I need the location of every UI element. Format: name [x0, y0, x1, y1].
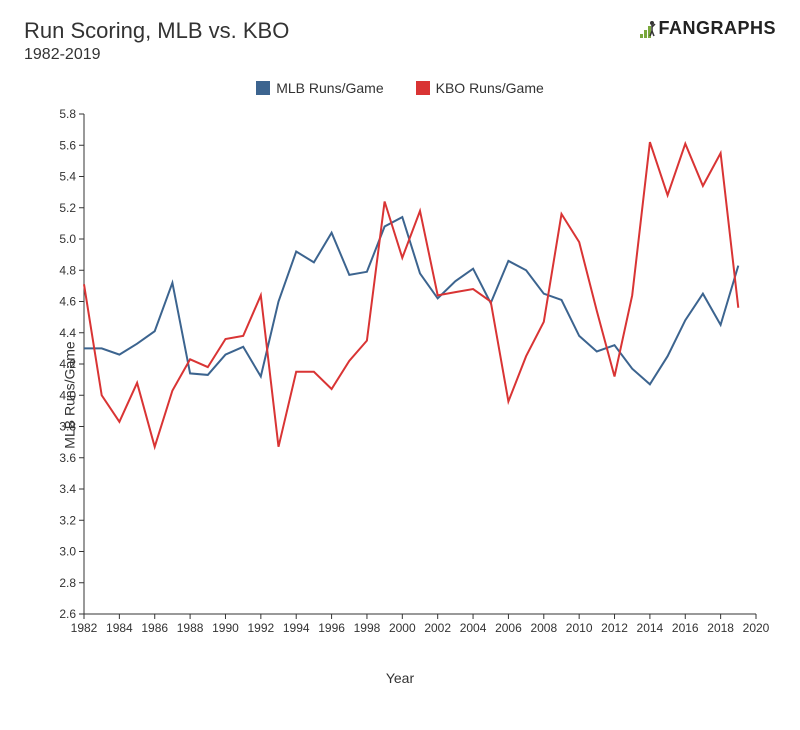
svg-text:1996: 1996 — [318, 621, 345, 635]
series-mlb-runs-game — [84, 217, 738, 384]
legend-item-kbo: KBO Runs/Game — [416, 80, 544, 96]
svg-text:2014: 2014 — [637, 621, 664, 635]
svg-text:2006: 2006 — [495, 621, 522, 635]
chart-title: Run Scoring, MLB vs. KBO — [24, 18, 289, 44]
svg-text:2018: 2018 — [707, 621, 734, 635]
svg-text:4.4: 4.4 — [59, 326, 76, 340]
svg-text:2004: 2004 — [460, 621, 487, 635]
legend-label-kbo: KBO Runs/Game — [436, 80, 544, 96]
svg-text:2012: 2012 — [601, 621, 628, 635]
svg-text:5.6: 5.6 — [59, 138, 76, 152]
svg-text:2000: 2000 — [389, 621, 416, 635]
svg-text:1982: 1982 — [71, 621, 98, 635]
fangraphs-logo-icon — [640, 20, 656, 38]
svg-text:2008: 2008 — [530, 621, 557, 635]
svg-text:2.6: 2.6 — [59, 607, 76, 621]
x-axis-label: Year — [24, 670, 776, 686]
svg-text:5.2: 5.2 — [59, 201, 76, 215]
series-kbo-runs-game — [84, 142, 738, 447]
svg-text:2010: 2010 — [566, 621, 593, 635]
chart-legend: MLB Runs/Game KBO Runs/Game — [0, 80, 800, 96]
chart-subtitle: 1982-2019 — [24, 46, 289, 64]
legend-label-mlb: MLB Runs/Game — [276, 80, 383, 96]
svg-text:2020: 2020 — [743, 621, 770, 635]
fangraphs-logo: FANGRAPHS — [640, 18, 776, 39]
svg-text:1988: 1988 — [177, 621, 204, 635]
svg-text:4.6: 4.6 — [59, 295, 76, 309]
svg-text:3.4: 3.4 — [59, 482, 76, 496]
y-axis-label: MLB Runs/Game — [62, 341, 78, 448]
svg-text:3.0: 3.0 — [59, 545, 76, 559]
svg-text:1986: 1986 — [141, 621, 168, 635]
svg-text:1990: 1990 — [212, 621, 239, 635]
chart-area: MLB Runs/Game 2.62.83.03.23.43.63.84.04.… — [24, 104, 776, 686]
svg-text:5.4: 5.4 — [59, 170, 76, 184]
svg-text:3.2: 3.2 — [59, 513, 76, 527]
chart-header: Run Scoring, MLB vs. KBO 1982-2019 FANGR… — [0, 0, 800, 72]
svg-text:4.8: 4.8 — [59, 263, 76, 277]
svg-text:2016: 2016 — [672, 621, 699, 635]
title-block: Run Scoring, MLB vs. KBO 1982-2019 — [24, 18, 289, 64]
svg-text:5.0: 5.0 — [59, 232, 76, 246]
svg-text:2002: 2002 — [424, 621, 451, 635]
fangraphs-logo-text: FANGRAPHS — [658, 18, 776, 39]
svg-text:1992: 1992 — [247, 621, 274, 635]
legend-swatch-mlb — [256, 81, 270, 95]
svg-text:2.8: 2.8 — [59, 576, 76, 590]
line-chart-svg: 2.62.83.03.23.43.63.84.04.24.44.64.85.05… — [24, 104, 776, 664]
svg-text:1994: 1994 — [283, 621, 310, 635]
svg-text:5.8: 5.8 — [59, 107, 76, 121]
svg-text:1998: 1998 — [354, 621, 381, 635]
svg-text:3.6: 3.6 — [59, 451, 76, 465]
legend-swatch-kbo — [416, 81, 430, 95]
legend-item-mlb: MLB Runs/Game — [256, 80, 383, 96]
svg-text:1984: 1984 — [106, 621, 133, 635]
